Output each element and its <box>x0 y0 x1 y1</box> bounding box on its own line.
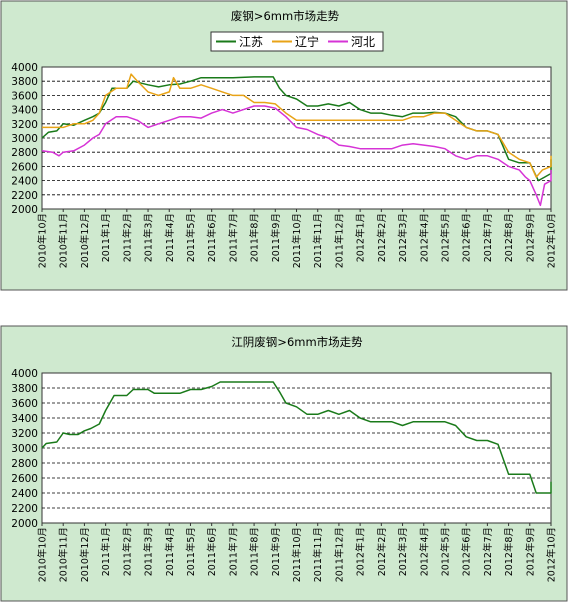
y-tick-label: 2400 <box>11 176 38 188</box>
x-tick-label: 2012年4月 <box>418 527 430 576</box>
x-tick-label: 2011年8月 <box>249 213 261 262</box>
chart-2-plot-area <box>41 372 552 524</box>
x-tick-label: 2012年7月 <box>482 213 494 262</box>
y-tick-label: 3200 <box>11 428 38 440</box>
x-tick-label: 2012年2月 <box>376 527 388 576</box>
chart-1-x-axis: 2010年10月 2010年11月 2010年12月 2011年1月 2011年2月 20… <box>37 209 558 268</box>
y-tick-label: 3400 <box>11 413 38 425</box>
x-tick-label: 2010年12月 <box>79 213 91 268</box>
legend-label-jiangsu: 江苏 <box>239 35 263 49</box>
x-tick-label: 2010年12月 <box>79 527 91 582</box>
x-tick-label: 2011年6月 <box>206 527 218 576</box>
x-tick-label: 2011年4月 <box>164 213 176 262</box>
x-tick-label: 2012年10月 <box>546 213 558 268</box>
x-tick-label: 2011年8月 <box>249 527 261 576</box>
chart-1-legend-box <box>210 31 384 52</box>
y-tick-label: 3800 <box>11 76 38 88</box>
x-tick-label: 2012年5月 <box>439 213 451 262</box>
y-tick-label: 3000 <box>11 443 38 455</box>
x-tick-label: 2011年5月 <box>185 213 197 262</box>
x-tick-label: 2011年7月 <box>227 213 239 262</box>
x-tick-label: 2011年3月 <box>143 527 155 576</box>
x-tick-label: 2010年10月 <box>37 527 49 582</box>
x-tick-label: 2012年1月 <box>355 213 367 262</box>
x-tick-label: 2012年7月 <box>482 527 494 576</box>
x-tick-label: 2012年5月 <box>439 527 451 576</box>
legend-label-hebei: 河北 <box>351 35 375 49</box>
x-tick-label: 2011年10月 <box>291 527 303 582</box>
chart-2: 江阴废钢>6mm市场走势 2000 2200 2400 2600 2800 3000 320… <box>0 325 568 602</box>
x-tick-label: 2010年11月 <box>58 527 70 582</box>
y-tick-label: 2400 <box>11 488 38 500</box>
x-tick-label: 2011年4月 <box>164 527 176 576</box>
x-tick-label: 2011年10月 <box>291 213 303 268</box>
x-tick-label: 2011年12月 <box>333 213 345 268</box>
x-tick-label: 2011年11月 <box>312 213 324 268</box>
chart-1-title: 废钢>6mm市场走势 <box>231 9 340 23</box>
y-tick-label: 2800 <box>11 147 38 159</box>
x-tick-label: 2012年8月 <box>503 527 515 576</box>
y-tick-label: 2200 <box>11 190 38 202</box>
x-tick-label: 2011年7月 <box>227 527 239 576</box>
x-tick-label: 2011年1月 <box>100 213 112 262</box>
y-tick-label: 2600 <box>11 161 38 173</box>
x-tick-label: 2010年10月 <box>37 213 49 268</box>
chart-2-title: 江阴废钢>6mm市场走势 <box>231 335 363 349</box>
x-tick-label: 2012年10月 <box>546 527 558 582</box>
x-tick-label: 2012年9月 <box>524 213 536 262</box>
y-tick-label: 3600 <box>11 398 38 410</box>
y-tick-label: 4000 <box>11 62 38 74</box>
y-tick-label: 2200 <box>11 503 38 515</box>
x-tick-label: 2011年1月 <box>100 527 112 576</box>
x-tick-label: 2012年4月 <box>418 213 430 262</box>
x-tick-label: 2012年2月 <box>376 213 388 262</box>
x-tick-label: 2011年9月 <box>270 213 282 262</box>
x-tick-label: 2012年6月 <box>461 213 473 262</box>
x-tick-label: 2011年11月 <box>312 527 324 582</box>
x-tick-label: 2012年3月 <box>397 527 409 576</box>
y-tick-label: 3000 <box>11 133 38 145</box>
x-tick-label: 2012年1月 <box>355 527 367 576</box>
series-line-辽宁 <box>42 73 552 178</box>
y-tick-label: 3800 <box>11 383 38 395</box>
y-tick-label: 3600 <box>11 90 38 102</box>
x-tick-label: 2011年5月 <box>185 527 197 576</box>
y-tick-label: 2000 <box>11 518 38 530</box>
y-tick-label: 3200 <box>11 119 38 131</box>
x-tick-label: 2012年3月 <box>397 213 409 262</box>
x-tick-label: 2012年6月 <box>461 527 473 576</box>
chart-1-plot-area <box>41 66 552 210</box>
y-tick-label: 2600 <box>11 473 38 485</box>
y-tick-label: 2000 <box>11 204 38 216</box>
y-tick-label: 2800 <box>11 458 38 470</box>
series-line-jiangyin <box>41 381 552 494</box>
y-tick-label: 3400 <box>11 105 38 117</box>
x-tick-label: 2011年6月 <box>206 213 218 262</box>
y-tick-label: 4000 <box>11 368 38 380</box>
series-line-河北 <box>41 105 552 207</box>
x-tick-label: 2011年9月 <box>270 527 282 576</box>
chart-1: 废钢>6mm市场走势 江苏 辽宁 河北 2000 2200 2400 2600 2800… <box>0 0 568 291</box>
x-tick-label: 2011年2月 <box>121 213 133 262</box>
chart-1-legend: 江苏 辽宁 河北 <box>210 31 384 52</box>
x-tick-label: 2010年11月 <box>58 213 70 268</box>
x-tick-label: 2011年3月 <box>143 213 155 262</box>
x-tick-label: 2011年2月 <box>121 527 133 576</box>
legend-label-liaoning: 辽宁 <box>295 34 319 49</box>
chart-2-x-axis: 2010年10月 2010年11月 2010年12月 2011年1月 2011年2月 20… <box>37 523 558 582</box>
chart-1-y-axis: 2000 2200 2400 2600 2800 3000 3200 3400 3600 3800… <box>11 62 38 216</box>
chart-2-y-axis: 2000 2200 2400 2600 2800 3000 3200 3400 3600 3800… <box>11 368 38 530</box>
chart-2-series <box>41 381 552 494</box>
x-tick-label: 2012年8月 <box>503 213 515 262</box>
chart-1-series <box>41 73 552 207</box>
x-tick-label: 2012年9月 <box>524 527 536 576</box>
x-tick-label: 2011年12月 <box>333 527 345 582</box>
